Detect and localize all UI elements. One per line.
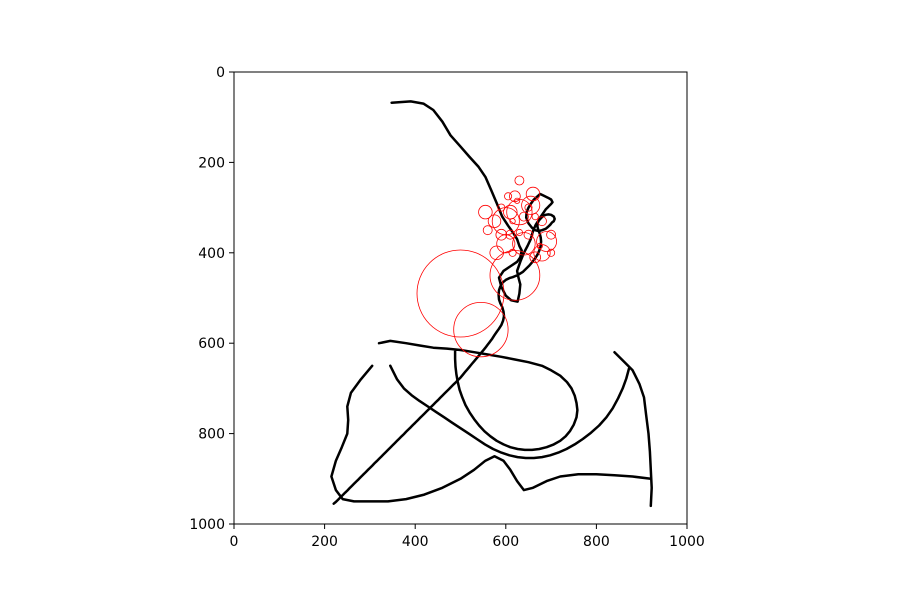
red-circle-26 [478, 204, 493, 220]
red-circle-27 [508, 248, 517, 257]
red-circle-18 [513, 197, 521, 204]
plot-area [233, 71, 688, 525]
x-axis: 0 200 400 600 800 1000 [230, 524, 705, 550]
red-circle-1 [416, 249, 505, 338]
red-circle-23 [505, 229, 516, 240]
series-line-5 [613, 350, 653, 508]
y-tick-label-200: 200 [198, 155, 225, 171]
red-circle-19 [524, 203, 533, 212]
x-tick-label-1000: 1000 [669, 534, 705, 550]
y-tick-label-400: 400 [198, 246, 225, 262]
red-circle-32 [515, 228, 524, 237]
red-circle-35 [514, 175, 525, 186]
x-tick-label-600: 600 [492, 534, 519, 550]
red-circle-11 [489, 245, 504, 261]
y-tick-label-0: 0 [216, 65, 225, 81]
red-circle-28 [523, 229, 534, 240]
red-circle-8 [536, 231, 557, 252]
red-circle-16 [487, 214, 502, 228]
y-tick-label-800: 800 [198, 427, 225, 443]
red-circle-7 [512, 232, 536, 256]
x-tick-label-800: 800 [583, 534, 610, 550]
y-tick-label-600: 600 [198, 336, 225, 352]
red-circle-14 [519, 211, 529, 222]
red-circle-15 [503, 204, 518, 220]
red-circle-25 [482, 225, 493, 236]
red-circle-20 [537, 216, 547, 227]
red-circle-12 [525, 186, 541, 202]
red-circle-2 [453, 301, 509, 358]
red-circle-29 [547, 248, 556, 257]
y-tick-label-1000: 1000 [189, 517, 225, 533]
red-circle-31 [509, 218, 516, 225]
x-tick-label-400: 400 [402, 534, 429, 550]
series-line-1 [332, 100, 556, 505]
series-line-4 [330, 364, 653, 503]
x-tick-label-0: 0 [230, 534, 239, 550]
red-circle-21 [546, 229, 556, 240]
red-circle-6 [521, 195, 541, 215]
red-circle-33 [531, 213, 539, 221]
red-circle-34 [497, 203, 506, 212]
y-axis: 0 200 400 600 800 1000 [189, 65, 234, 533]
red-circle-17 [504, 192, 513, 201]
plot-content [330, 100, 653, 508]
x-tick-label-200: 200 [311, 534, 338, 550]
red-circle-22 [529, 251, 541, 264]
series-line-2 [377, 339, 579, 452]
red-circle-24 [495, 228, 508, 241]
plot-frame [233, 71, 688, 525]
red-circle-30 [536, 242, 543, 250]
series-line-3 [389, 364, 631, 460]
